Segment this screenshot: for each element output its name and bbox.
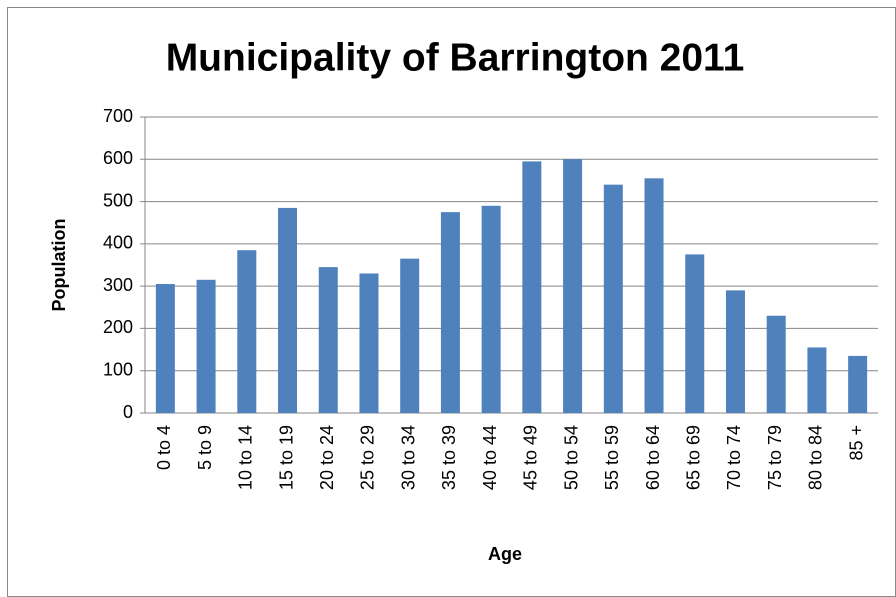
x-tick-label: 45 to 49 <box>521 425 541 490</box>
y-axis-label: Population <box>49 219 69 312</box>
x-tick-label: 20 to 24 <box>317 425 337 490</box>
y-tick-label: 500 <box>103 190 133 210</box>
x-tick-label: 75 to 79 <box>765 425 785 490</box>
y-tick-label: 400 <box>103 233 133 253</box>
x-tick-label: 60 to 64 <box>643 425 663 490</box>
bar <box>278 207 298 413</box>
y-tick-label: 200 <box>103 317 133 337</box>
y-tick-label: 0 <box>123 402 133 422</box>
bar <box>563 159 583 413</box>
bar <box>440 212 460 413</box>
x-tick-label: 50 to 54 <box>561 425 581 490</box>
x-tick-label: 35 to 39 <box>439 425 459 490</box>
x-tick-label: 85 + <box>846 425 866 461</box>
chart-title: Municipality of Barrington 2011 <box>166 36 745 79</box>
bar <box>359 273 379 413</box>
bar <box>644 178 664 413</box>
x-tick-label: 5 to 9 <box>195 425 215 470</box>
x-tick-label: 65 to 69 <box>684 425 704 490</box>
y-tick-label: 700 <box>103 106 133 126</box>
y-tick-label: 300 <box>103 275 133 295</box>
bar <box>196 279 216 413</box>
x-tick-label: 15 to 19 <box>276 425 296 490</box>
bar <box>685 254 705 413</box>
bar <box>766 315 786 413</box>
x-tick-label: 55 to 59 <box>602 425 622 490</box>
x-tick-label: 40 to 44 <box>480 425 500 490</box>
bar <box>400 258 420 413</box>
bar <box>522 161 542 413</box>
x-tick-label: 10 to 14 <box>236 425 256 490</box>
y-tick-label: 100 <box>103 359 133 379</box>
x-tick-label: 0 to 4 <box>154 425 174 470</box>
bar <box>318 267 338 413</box>
bar <box>237 250 257 413</box>
bar <box>603 184 623 413</box>
x-tick-label: 70 to 74 <box>724 425 744 490</box>
x-tick-label: 25 to 29 <box>358 425 378 490</box>
bar <box>848 355 868 413</box>
x-axis-label: Age <box>488 544 522 564</box>
y-tick-label: 600 <box>103 148 133 168</box>
bar <box>155 284 175 413</box>
bar <box>725 290 745 413</box>
bar <box>807 347 827 413</box>
x-tick-label: 30 to 34 <box>398 425 418 490</box>
bar <box>481 205 501 413</box>
x-tick-label: 80 to 84 <box>806 425 826 490</box>
